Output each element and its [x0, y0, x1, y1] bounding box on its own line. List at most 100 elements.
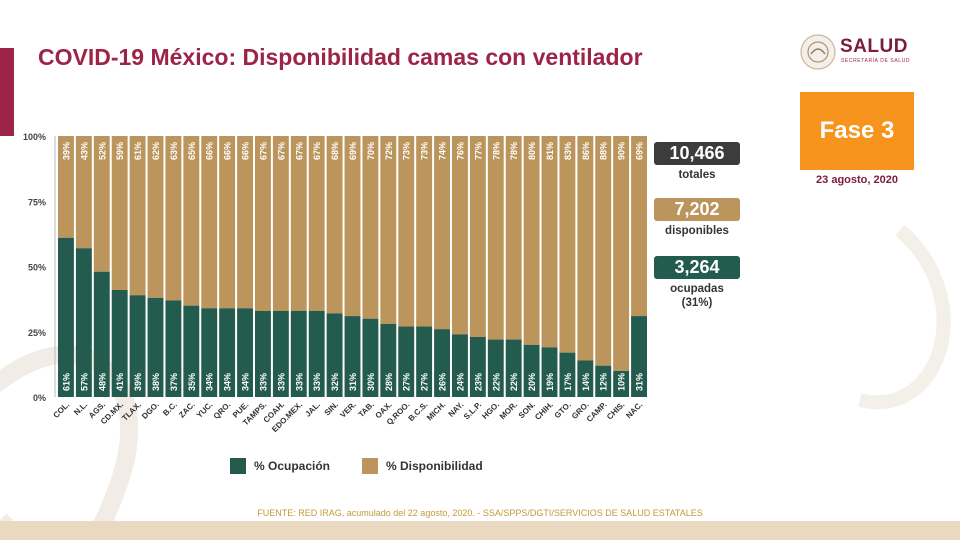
data-label-occupied: 34% — [241, 373, 251, 391]
data-label-occupied: 57% — [79, 373, 89, 391]
stat-occupied-text: ocupadas — [670, 283, 724, 295]
data-label-occupied: 17% — [563, 373, 573, 391]
data-label-available: 90% — [617, 142, 627, 160]
data-label-available: 77% — [473, 142, 483, 160]
page-title: COVID-19 México: Disponibilidad camas co… — [38, 44, 643, 70]
x-tick-label: CHIH. — [533, 400, 555, 422]
data-label-available: 70% — [366, 142, 376, 160]
source-note: FUENTE: RED IRAG, acumulado del 22 agost… — [257, 508, 703, 518]
data-label-available: 52% — [97, 142, 107, 160]
data-label-occupied: 24% — [455, 373, 465, 391]
data-label-occupied: 31% — [635, 373, 645, 391]
bar-available — [183, 136, 200, 306]
data-label-occupied: 32% — [330, 373, 340, 391]
bar-occupied — [613, 370, 630, 397]
data-label-available: 68% — [330, 142, 340, 160]
data-label-occupied: 34% — [223, 373, 233, 391]
data-label-occupied: 33% — [312, 373, 322, 391]
bar-occupied — [58, 237, 74, 397]
data-label-available: 76% — [455, 142, 465, 160]
x-tick-label: NAC. — [624, 400, 644, 420]
data-label-available: 65% — [187, 142, 197, 160]
bar-available — [58, 136, 74, 238]
bar-occupied — [237, 308, 253, 397]
stat-occupied: 3,264 ocupadas (31%) — [654, 256, 740, 310]
data-label-occupied: 23% — [473, 373, 483, 391]
bar-available — [452, 136, 468, 335]
bar-available — [541, 136, 558, 348]
bar-available — [308, 136, 325, 311]
data-label-available: 67% — [294, 142, 304, 160]
x-tick-label: S.L.P. — [462, 400, 483, 421]
stat-available-value: 7,202 — [654, 198, 740, 221]
x-tick-label: TAB. — [357, 400, 376, 419]
data-label-occupied: 31% — [348, 373, 358, 391]
x-tick-label: MOR. — [498, 400, 519, 421]
data-label-occupied: 22% — [491, 373, 501, 391]
bar-available — [559, 136, 576, 353]
data-label-available: 63% — [169, 142, 179, 160]
stat-available-label: disponibles — [665, 225, 729, 237]
logo-subtext: SECRETARÍA DE SALUD — [841, 58, 911, 64]
data-label-available: 73% — [402, 142, 412, 160]
bar-occupied — [201, 308, 218, 397]
data-label-available: 73% — [420, 142, 430, 160]
bar-occupied — [129, 295, 146, 397]
bar-occupied — [523, 344, 540, 397]
bar-occupied — [362, 318, 379, 397]
bar-occupied — [93, 271, 110, 397]
x-tick-label: CHIS. — [605, 400, 626, 421]
bar-available — [523, 136, 540, 345]
data-label-occupied: 27% — [420, 373, 430, 391]
data-label-occupied: 12% — [599, 373, 609, 391]
bar-available — [237, 136, 253, 309]
bar-available — [469, 136, 486, 337]
bar-available — [613, 136, 630, 371]
bar-occupied — [631, 316, 647, 397]
data-label-occupied: 61% — [61, 373, 71, 391]
data-label-occupied: 37% — [169, 373, 179, 391]
bar-occupied — [380, 323, 397, 397]
bar-occupied — [469, 336, 486, 397]
bar-available — [416, 136, 433, 327]
bar-available — [577, 136, 594, 361]
salud-logo — [800, 34, 836, 70]
data-label-available: 62% — [151, 142, 161, 160]
x-tick-label: GTO. — [553, 400, 573, 420]
data-label-available: 86% — [581, 142, 591, 160]
y-tick-label: 50% — [28, 263, 46, 273]
data-label-occupied: 28% — [384, 373, 394, 391]
data-label-occupied: 22% — [509, 373, 519, 391]
bar-occupied — [308, 310, 325, 397]
bar-occupied — [326, 313, 343, 397]
data-label-available: 66% — [223, 142, 233, 160]
stat-total-value: 10,466 — [654, 142, 740, 165]
data-label-occupied: 48% — [97, 373, 107, 391]
data-label-occupied: 14% — [581, 373, 591, 391]
data-label-occupied: 35% — [187, 373, 197, 391]
data-label-available: 67% — [258, 142, 268, 160]
bar-available — [505, 136, 522, 340]
legend-occupied: % Ocupación — [230, 458, 330, 474]
data-label-available: 83% — [563, 142, 573, 160]
bar-occupied — [219, 308, 236, 397]
x-tick-label: B.C.S. — [407, 400, 430, 423]
legend-available-label: % Disponibilidad — [386, 459, 483, 473]
y-tick-label: 25% — [28, 328, 46, 338]
data-label-available: 43% — [79, 142, 89, 160]
data-label-occupied: 38% — [151, 373, 161, 391]
legend-occupied-label: % Ocupación — [254, 459, 331, 473]
bar-available — [75, 136, 92, 249]
x-tick-label: QRO. — [212, 400, 233, 421]
stat-total-label: totales — [678, 169, 716, 181]
data-label-available: 78% — [509, 142, 519, 160]
data-label-available: 67% — [312, 142, 322, 160]
bar-occupied — [147, 297, 164, 397]
footer-bar — [0, 521, 960, 540]
stat-occupied-pct: (31%) — [681, 297, 713, 309]
data-label-available: 81% — [545, 142, 555, 160]
bar-available — [201, 136, 218, 309]
legend-available-swatch — [362, 458, 378, 474]
x-tick-label: VER. — [338, 400, 358, 420]
bar-occupied — [398, 326, 415, 397]
